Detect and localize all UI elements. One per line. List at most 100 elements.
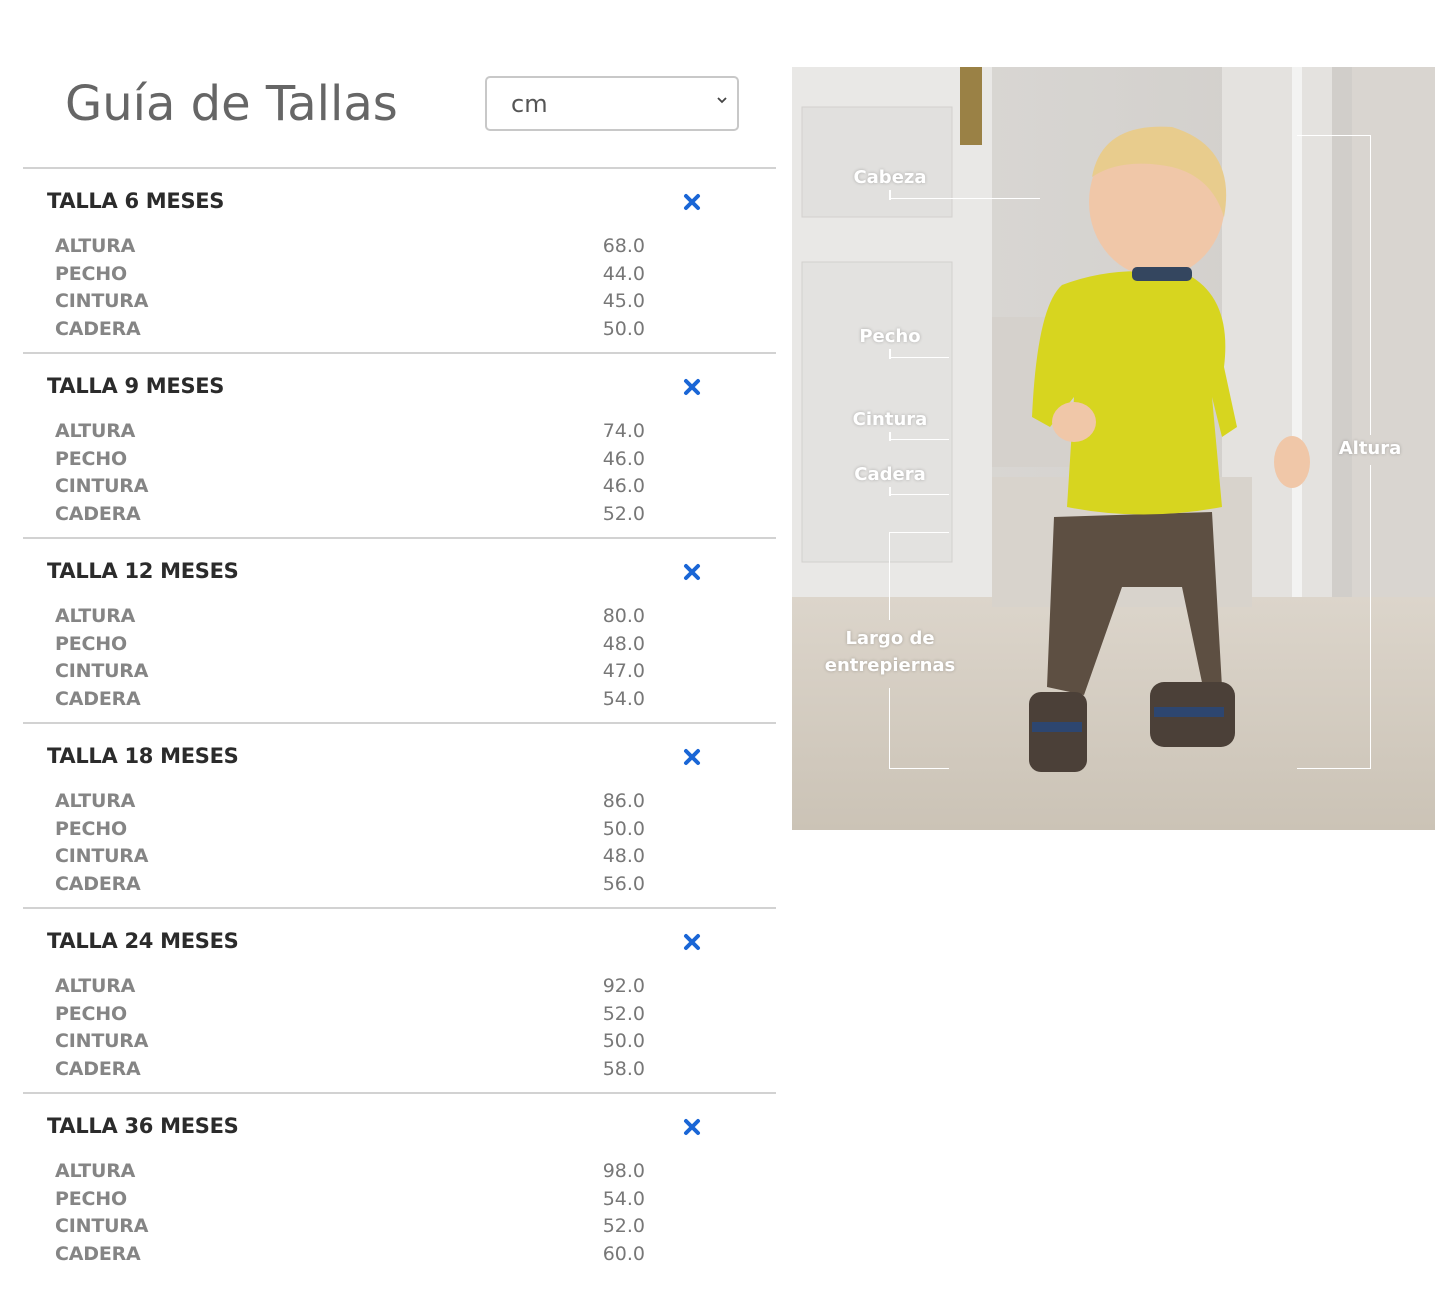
measurement-label: ALTURA: [55, 235, 136, 257]
size-section: TALLA 12 MESES ALTURA 80.0 PECHO 48.0 CI…: [23, 537, 776, 722]
size-title: TALLA 24 MESES: [47, 929, 239, 953]
close-x-icon[interactable]: [683, 563, 701, 581]
measurement-label: CADERA: [55, 1242, 141, 1265]
measurement-label: PECHO: [55, 1002, 127, 1025]
label-largo-2: entrepiernas: [824, 655, 956, 676]
measurement-label: CADERA: [55, 1057, 141, 1080]
measurement-label: CADERA: [55, 687, 141, 710]
measurement-value: 45.0: [602, 290, 645, 312]
measurement-value: 60.0: [602, 1242, 645, 1265]
measurement-value: 98.0: [602, 1160, 645, 1182]
measurement-row: ALTURA 68.0: [55, 235, 645, 261]
line-cadera: [889, 494, 949, 495]
measurement-label: PECHO: [55, 632, 127, 655]
measurement-label: ALTURA: [55, 1160, 136, 1182]
measurement-value: 52.0: [602, 1215, 645, 1237]
measurement-value: 56.0: [602, 872, 645, 895]
line-largo-upper: [889, 532, 890, 620]
label-altura: Altura: [1338, 438, 1402, 459]
measurement-label: CINTURA: [55, 1215, 149, 1237]
measurement-value: 68.0: [602, 235, 645, 257]
measurement-label: CINTURA: [55, 845, 149, 867]
chevron-down-icon: [717, 97, 727, 104]
size-title: TALLA 9 MESES: [47, 374, 225, 398]
measurement-label: PECHO: [55, 817, 127, 840]
measurement-label: ALTURA: [55, 605, 136, 627]
size-section: TALLA 9 MESES ALTURA 74.0 PECHO 46.0 CIN…: [23, 352, 776, 537]
line-largo-bottom: [889, 768, 949, 769]
measurement-label: CADERA: [55, 317, 141, 340]
size-title: TALLA 18 MESES: [47, 744, 239, 768]
measurement-label: CADERA: [55, 502, 141, 525]
measurement-value: 50.0: [602, 817, 645, 840]
bracket-cintura: [889, 432, 891, 441]
measurement-value: 86.0: [602, 790, 645, 812]
line-altura-top: [1297, 135, 1371, 136]
measurement-label: CADERA: [55, 872, 141, 895]
line-altura-upper: [1370, 135, 1371, 435]
label-cintura: Cintura: [852, 409, 928, 430]
close-x-icon[interactable]: [683, 748, 701, 766]
measurement-value: 47.0: [602, 660, 645, 682]
measurement-row: CINTURA 47.0: [55, 660, 645, 686]
measurement-row: CADERA 50.0: [55, 318, 645, 344]
measurement-row: CADERA 54.0: [55, 688, 645, 714]
size-title: TALLA 12 MESES: [47, 559, 239, 583]
size-section: TALLA 6 MESES ALTURA 68.0 PECHO 44.0 CIN…: [23, 167, 776, 352]
size-section: TALLA 36 MESES ALTURA 98.0 PECHO 54.0 CI…: [23, 1092, 776, 1277]
size-section: TALLA 18 MESES ALTURA 86.0 PECHO 50.0 CI…: [23, 722, 776, 907]
measurement-label: CINTURA: [55, 660, 149, 682]
size-title: TALLA 6 MESES: [47, 189, 225, 213]
measurement-value: 52.0: [602, 1002, 645, 1025]
measurement-row: PECHO 54.0: [55, 1188, 645, 1214]
unit-select-value: cm: [511, 89, 548, 118]
line-cintura: [889, 439, 949, 440]
measurement-value: 52.0: [602, 502, 645, 525]
measurement-value: 46.0: [602, 475, 645, 497]
child-photo-illustration: [792, 67, 1435, 830]
size-table: TALLA 6 MESES ALTURA 68.0 PECHO 44.0 CIN…: [23, 167, 776, 1277]
measurement-row: PECHO 52.0: [55, 1003, 645, 1029]
measurement-label: CINTURA: [55, 290, 149, 312]
label-pecho: Pecho: [859, 326, 921, 347]
measurement-value: 48.0: [602, 845, 645, 867]
label-largo-1: Largo de: [845, 628, 935, 649]
measurement-row: PECHO 44.0: [55, 263, 645, 289]
measurement-label: PECHO: [55, 447, 127, 470]
measurement-value: 80.0: [602, 605, 645, 627]
measurement-row: CADERA 60.0: [55, 1243, 645, 1269]
label-cabeza: Cabeza: [853, 167, 927, 188]
measurement-row: CADERA 52.0: [55, 503, 645, 529]
close-x-icon[interactable]: [683, 193, 701, 211]
line-pecho: [889, 357, 949, 358]
label-cadera: Cadera: [854, 464, 926, 485]
measurement-value: 74.0: [602, 420, 645, 442]
measurement-value: 50.0: [602, 317, 645, 340]
measurement-row: ALTURA 74.0: [55, 420, 645, 446]
unit-select[interactable]: cm: [485, 76, 739, 131]
line-altura-lower: [1370, 465, 1371, 768]
size-title: TALLA 36 MESES: [47, 1114, 239, 1138]
bracket-pecho: [889, 349, 891, 359]
measurement-label: ALTURA: [55, 420, 136, 442]
measurement-value: 48.0: [602, 632, 645, 655]
measurement-row: PECHO 48.0: [55, 633, 645, 659]
page-title: Guía de Tallas: [65, 76, 398, 132]
size-guide-photo: Cabeza Pecho Cintura Cadera Largo de ent…: [792, 67, 1435, 830]
measurement-value: 44.0: [602, 262, 645, 285]
measurement-label: CINTURA: [55, 475, 149, 497]
close-x-icon[interactable]: [683, 1118, 701, 1136]
measurement-value: 50.0: [602, 1030, 645, 1052]
close-x-icon[interactable]: [683, 933, 701, 951]
line-altura-bottom: [1297, 768, 1371, 769]
bracket-cabeza: [889, 190, 891, 200]
measurement-label: ALTURA: [55, 975, 136, 997]
measurement-value: 92.0: [602, 975, 645, 997]
measurement-row: CINTURA 52.0: [55, 1215, 645, 1241]
measurement-row: CINTURA 48.0: [55, 845, 645, 871]
measurement-row: CADERA 58.0: [55, 1058, 645, 1084]
line-cabeza: [889, 198, 1040, 199]
close-x-icon[interactable]: [683, 378, 701, 396]
measurement-row: CADERA 56.0: [55, 873, 645, 899]
measurement-row: ALTURA 98.0: [55, 1160, 645, 1186]
